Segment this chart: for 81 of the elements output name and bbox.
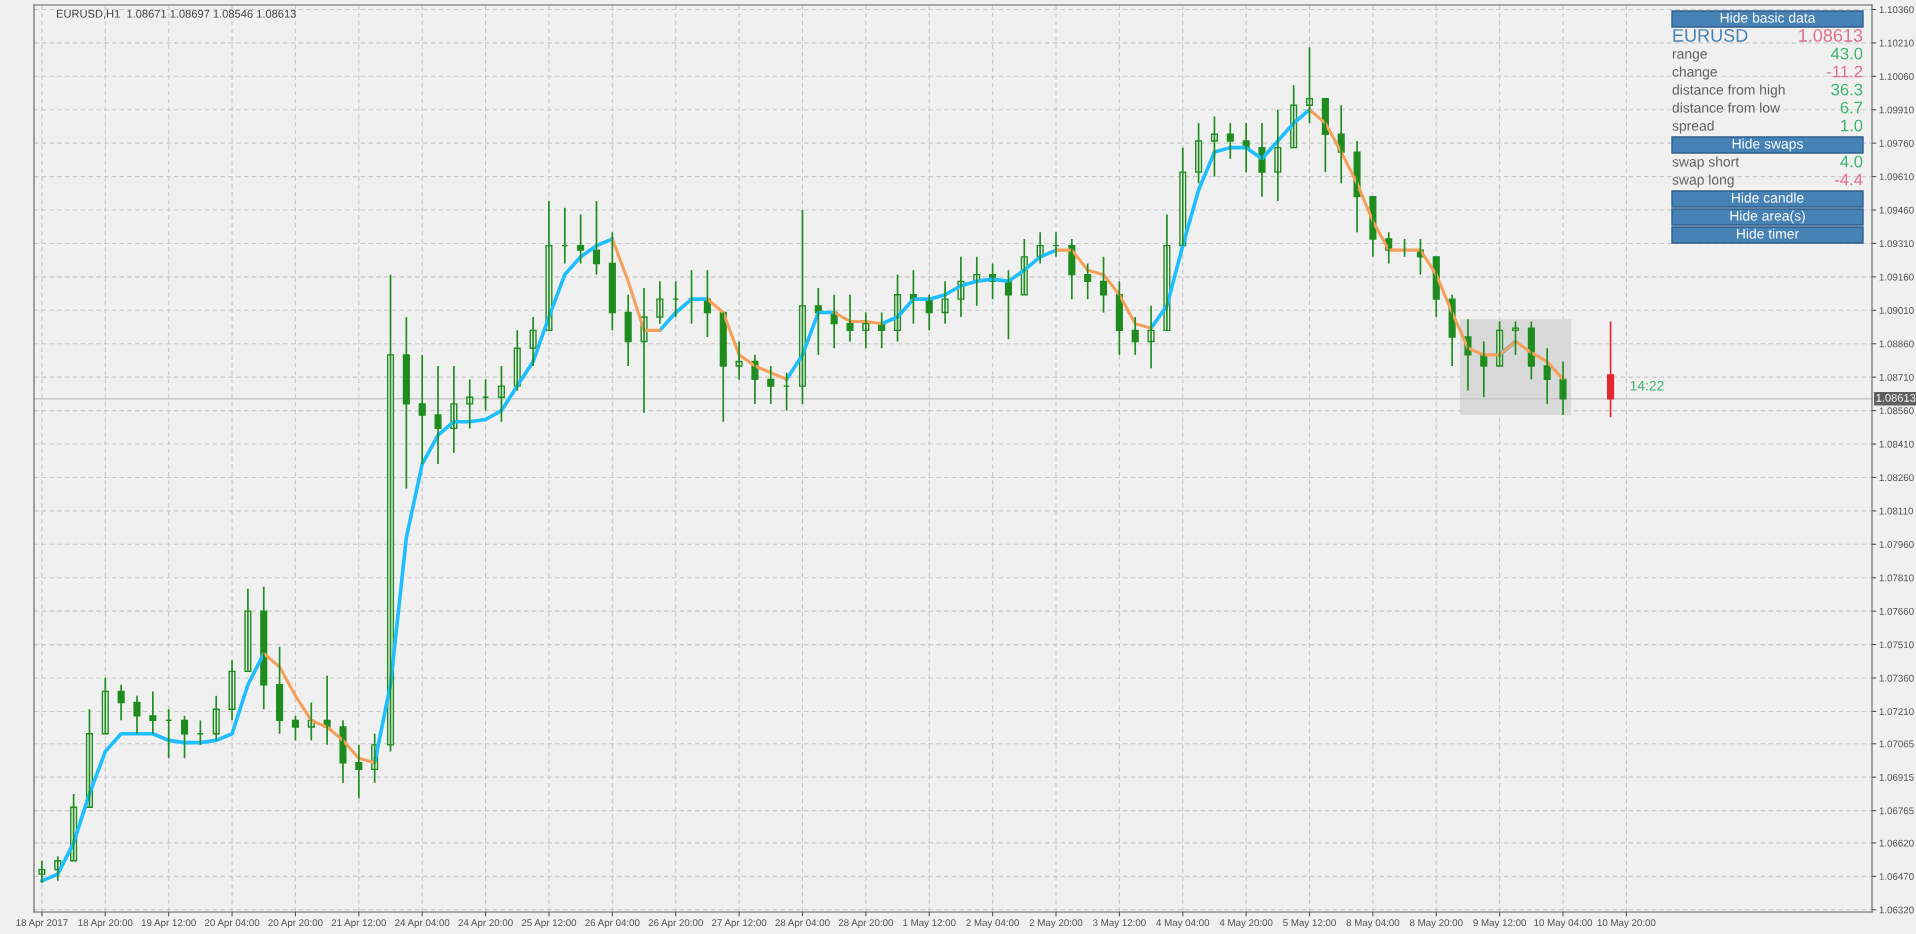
x-tick-label: 20 Apr 04:00 bbox=[204, 919, 260, 929]
x-tick-label: 4 May 04:00 bbox=[1156, 919, 1210, 929]
x-tick-label: 28 Apr 20:00 bbox=[838, 919, 894, 929]
annotation: distance from high bbox=[1672, 84, 1785, 98]
y-tick-label: 1.08710 bbox=[1879, 373, 1914, 381]
x-tick-label: 25 Apr 12:00 bbox=[521, 919, 577, 929]
x-tick-label: 18 Apr 20:00 bbox=[78, 919, 133, 929]
y-tick-label: 1.06470 bbox=[1879, 873, 1914, 880]
ref-line-label: 1.08613 bbox=[1876, 393, 1916, 402]
x-tick-label: 4 May 20:00 bbox=[1219, 919, 1273, 929]
x-tick-label: 18 Apr 2017 bbox=[16, 919, 68, 929]
candlestick bbox=[1511, 320, 1520, 356]
x-tick-label: 2 May 20:00 bbox=[1029, 919, 1083, 929]
y-tick-label: 1.08560 bbox=[1879, 407, 1914, 415]
y-tick-label: 1.06620 bbox=[1879, 839, 1914, 847]
y-tick-label: 1.09310 bbox=[1879, 240, 1914, 248]
x-tick-label: 20 Apr 20:00 bbox=[268, 919, 323, 929]
y-tick-label: 1.08860 bbox=[1879, 340, 1914, 348]
x-tick-label: 3 May 12:00 bbox=[1092, 919, 1146, 929]
annotation: Hide candle bbox=[1731, 192, 1804, 203]
y-tick-label: 1.09460 bbox=[1879, 206, 1914, 214]
annotation: 43.0 bbox=[1830, 47, 1863, 60]
annotation: Hide swaps bbox=[1732, 138, 1803, 152]
y-tick-label: 1.06320 bbox=[1879, 906, 1914, 914]
y-tick-label: 1.06765 bbox=[1879, 807, 1914, 815]
annotation: 14:22 bbox=[1630, 380, 1664, 391]
y-tick-label: 1.08260 bbox=[1879, 474, 1914, 482]
y-tick-label: 1.07660 bbox=[1879, 607, 1914, 615]
annotation: distance from low bbox=[1672, 102, 1781, 113]
y-tick-label: 1.08110 bbox=[1879, 507, 1913, 515]
x-tick-label: 21 Apr 12:00 bbox=[331, 919, 387, 929]
x-tick-label: 1 May 12:00 bbox=[903, 919, 956, 929]
y-tick-label: 1.09760 bbox=[1879, 139, 1914, 147]
annotation: range bbox=[1672, 51, 1707, 62]
annotation: 4.0 bbox=[1840, 155, 1863, 168]
x-tick-label: 19 Apr 12:00 bbox=[141, 919, 196, 929]
annotation: EURUSD bbox=[1673, 29, 1748, 42]
y-tick-label: 1.07510 bbox=[1879, 641, 1914, 649]
y-tick-label: 1.10210 bbox=[1879, 39, 1914, 47]
x-tick-label: 24 Apr 04:00 bbox=[395, 919, 450, 929]
y-tick-label: 1.07810 bbox=[1879, 574, 1914, 582]
x-tick-label: 10 May 20:00 bbox=[1597, 919, 1656, 929]
y-tick-label: 1.09610 bbox=[1879, 173, 1914, 181]
y-tick-label: 1.07360 bbox=[1879, 674, 1914, 682]
x-tick-label: 24 Apr 20:00 bbox=[458, 919, 513, 929]
y-tick-label: 1.10060 bbox=[1879, 73, 1914, 80]
x-tick-label: 10 May 04:00 bbox=[1534, 919, 1593, 929]
y-tick-label: 1.07210 bbox=[1879, 708, 1914, 716]
y-tick-label: 1.07960 bbox=[1879, 541, 1914, 548]
y-tick-label: 1.09010 bbox=[1879, 307, 1914, 314]
annotation: -4.4 bbox=[1835, 173, 1863, 186]
x-tick-label: 26 Apr 04:00 bbox=[585, 919, 640, 929]
x-tick-label: 2 May 04:00 bbox=[966, 919, 1019, 929]
x-tick-label: 8 May 04:00 bbox=[1346, 919, 1400, 929]
annotation: 6.7 bbox=[1840, 101, 1863, 114]
annotation: Hide basic data bbox=[1720, 12, 1816, 23]
y-tick-label: 1.09910 bbox=[1879, 106, 1914, 114]
candlestick bbox=[497, 365, 505, 423]
x-tick-label: 5 May 12:00 bbox=[1283, 919, 1336, 929]
y-tick-label: 1.10360 bbox=[1879, 6, 1914, 14]
candlestick bbox=[577, 213, 585, 265]
chart-title: EURUSD,H1 1.08671 1.08697 1.08546 1.08613 bbox=[56, 9, 296, 20]
annotation: swap long bbox=[1672, 174, 1734, 188]
annotation: -11.2 bbox=[1826, 65, 1863, 78]
y-tick-label: 1.07065 bbox=[1879, 740, 1914, 748]
x-tick-label: 28 Apr 04:00 bbox=[775, 919, 830, 929]
y-tick-label: 1.08410 bbox=[1879, 440, 1914, 448]
annotation: swap short bbox=[1672, 156, 1740, 170]
annotation: 36.3 bbox=[1831, 83, 1863, 96]
y-tick-label: 1.06915 bbox=[1879, 773, 1914, 781]
x-tick-label: 26 Apr 20:00 bbox=[648, 919, 703, 929]
x-tick-label: 8 May 20:00 bbox=[1409, 919, 1463, 929]
annotation: change bbox=[1672, 66, 1717, 80]
annotation: Hide timer bbox=[1737, 228, 1799, 239]
annotation: spread bbox=[1672, 120, 1714, 134]
annotation: Hide area(s) bbox=[1730, 210, 1805, 224]
y-tick-label: 1.09160 bbox=[1879, 273, 1914, 281]
x-tick-label: 9 May 12:00 bbox=[1473, 919, 1527, 929]
annotation: 1.0 bbox=[1841, 119, 1863, 132]
x-tick-label: 27 Apr 12:00 bbox=[712, 919, 767, 929]
annotation: 1.08613 bbox=[1799, 29, 1863, 42]
